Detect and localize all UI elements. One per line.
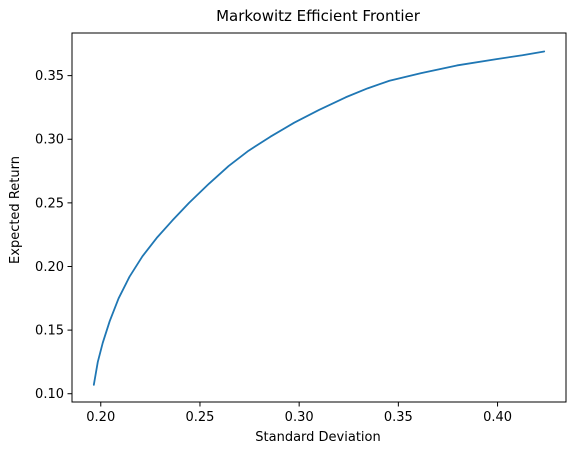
y-axis-label: Expected Return xyxy=(8,156,23,264)
y-tick-label: 0.15 xyxy=(35,324,64,339)
chart-title: Markowitz Efficient Frontier xyxy=(216,7,421,25)
x-tick-label: 0.20 xyxy=(86,410,115,425)
y-tick-label: 0.20 xyxy=(35,260,64,275)
y-tick-label: 0.30 xyxy=(35,133,64,148)
y-tick-label: 0.25 xyxy=(35,196,64,211)
x-tick-label: 0.30 xyxy=(285,410,314,425)
y-tick-label: 0.10 xyxy=(35,387,64,402)
x-tick-label: 0.40 xyxy=(483,410,512,425)
x-axis-ticks: 0.20 0.25 0.30 0.35 0.40 xyxy=(86,402,512,425)
x-tick-label: 0.35 xyxy=(384,410,413,425)
y-tick-label: 0.35 xyxy=(35,69,64,84)
plot-area-frame xyxy=(71,32,567,403)
efficient-frontier-line xyxy=(92,50,546,386)
y-axis-ticks: 0.10 0.15 0.20 0.25 0.30 0.35 xyxy=(35,69,72,402)
x-axis-label: Standard Deviation xyxy=(255,430,380,445)
x-tick-label: 0.25 xyxy=(185,410,214,425)
